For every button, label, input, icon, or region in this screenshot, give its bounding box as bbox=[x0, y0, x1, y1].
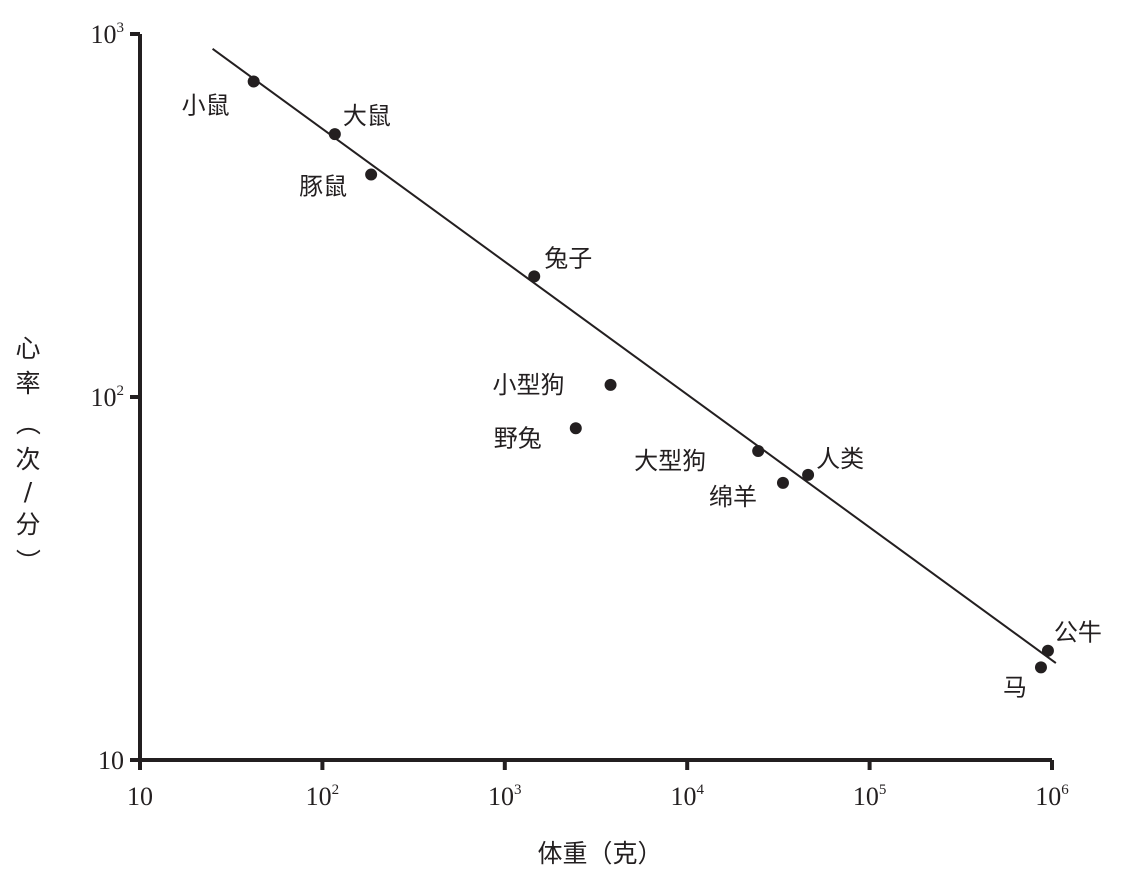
point-marker bbox=[247, 75, 260, 88]
y-axis-title: 心率 （ 次 / 分 ） bbox=[13, 334, 42, 574]
y-axis-label-char: （ bbox=[13, 410, 42, 435]
y-axis-label-char: / bbox=[24, 477, 33, 506]
y-tick-label: 103 bbox=[91, 20, 125, 49]
y-axis-label-char: 次 bbox=[15, 445, 40, 474]
y-axis-label-char: 率 bbox=[15, 369, 40, 398]
point-label: 马 bbox=[1003, 673, 1027, 701]
data-point: 豚鼠 bbox=[299, 168, 378, 201]
point-label: 人类 bbox=[816, 445, 864, 473]
point-marker bbox=[604, 378, 617, 391]
point-label: 公牛 bbox=[1054, 619, 1102, 647]
axes bbox=[138, 34, 1052, 762]
data-point: 兔子 bbox=[528, 244, 592, 283]
tick-labels: 10 102 103 104 105 106 10 102 103 bbox=[91, 20, 1070, 811]
point-marker bbox=[528, 270, 541, 283]
y-axis-label-char: ） bbox=[13, 548, 42, 573]
point-label: 小鼠 bbox=[182, 91, 230, 119]
point-label: 豚鼠 bbox=[299, 173, 347, 201]
x-tick-label: 104 bbox=[670, 782, 704, 811]
data-point: 小鼠 bbox=[182, 75, 260, 119]
data-point: 大鼠 bbox=[328, 102, 391, 141]
point-marker bbox=[802, 468, 815, 481]
y-axis-label-char: 心 bbox=[15, 334, 40, 363]
point-marker bbox=[569, 422, 582, 435]
x-tick-label: 102 bbox=[306, 782, 340, 811]
point-marker bbox=[1034, 661, 1047, 674]
point-marker bbox=[752, 444, 765, 457]
point-marker bbox=[328, 128, 341, 141]
x-tick-label: 106 bbox=[1035, 782, 1069, 811]
x-tick-label: 105 bbox=[853, 782, 887, 811]
data-point: 马 bbox=[1003, 661, 1047, 701]
point-marker bbox=[365, 168, 378, 181]
data-point: 野兔 bbox=[494, 422, 582, 452]
y-tick-label: 10 bbox=[98, 746, 124, 775]
point-label: 小型狗 bbox=[493, 371, 565, 399]
fit-line bbox=[211, 48, 1057, 664]
point-label: 绵羊 bbox=[709, 483, 757, 511]
x-axis-title: 体重（克） bbox=[537, 839, 662, 868]
point-marker bbox=[776, 476, 789, 489]
point-label: 大鼠 bbox=[343, 102, 391, 130]
data-point: 公牛 bbox=[1041, 619, 1102, 657]
point-label: 野兔 bbox=[494, 424, 542, 452]
point-marker bbox=[1041, 644, 1054, 657]
data-point: 人类 bbox=[802, 445, 864, 481]
point-label: 兔子 bbox=[544, 244, 592, 272]
y-axis-label-char: 分 bbox=[15, 510, 40, 539]
x-tick-label: 103 bbox=[488, 782, 522, 811]
y-tick-label: 102 bbox=[91, 383, 125, 412]
data-point: 小型狗 bbox=[493, 371, 617, 399]
data-point: 绵羊 bbox=[709, 476, 789, 511]
data-point: 大型狗 bbox=[634, 444, 765, 475]
x-axis-label: 体重（克） bbox=[537, 839, 662, 868]
point-label: 大型狗 bbox=[634, 447, 706, 475]
x-tick-label: 10 bbox=[127, 782, 153, 811]
